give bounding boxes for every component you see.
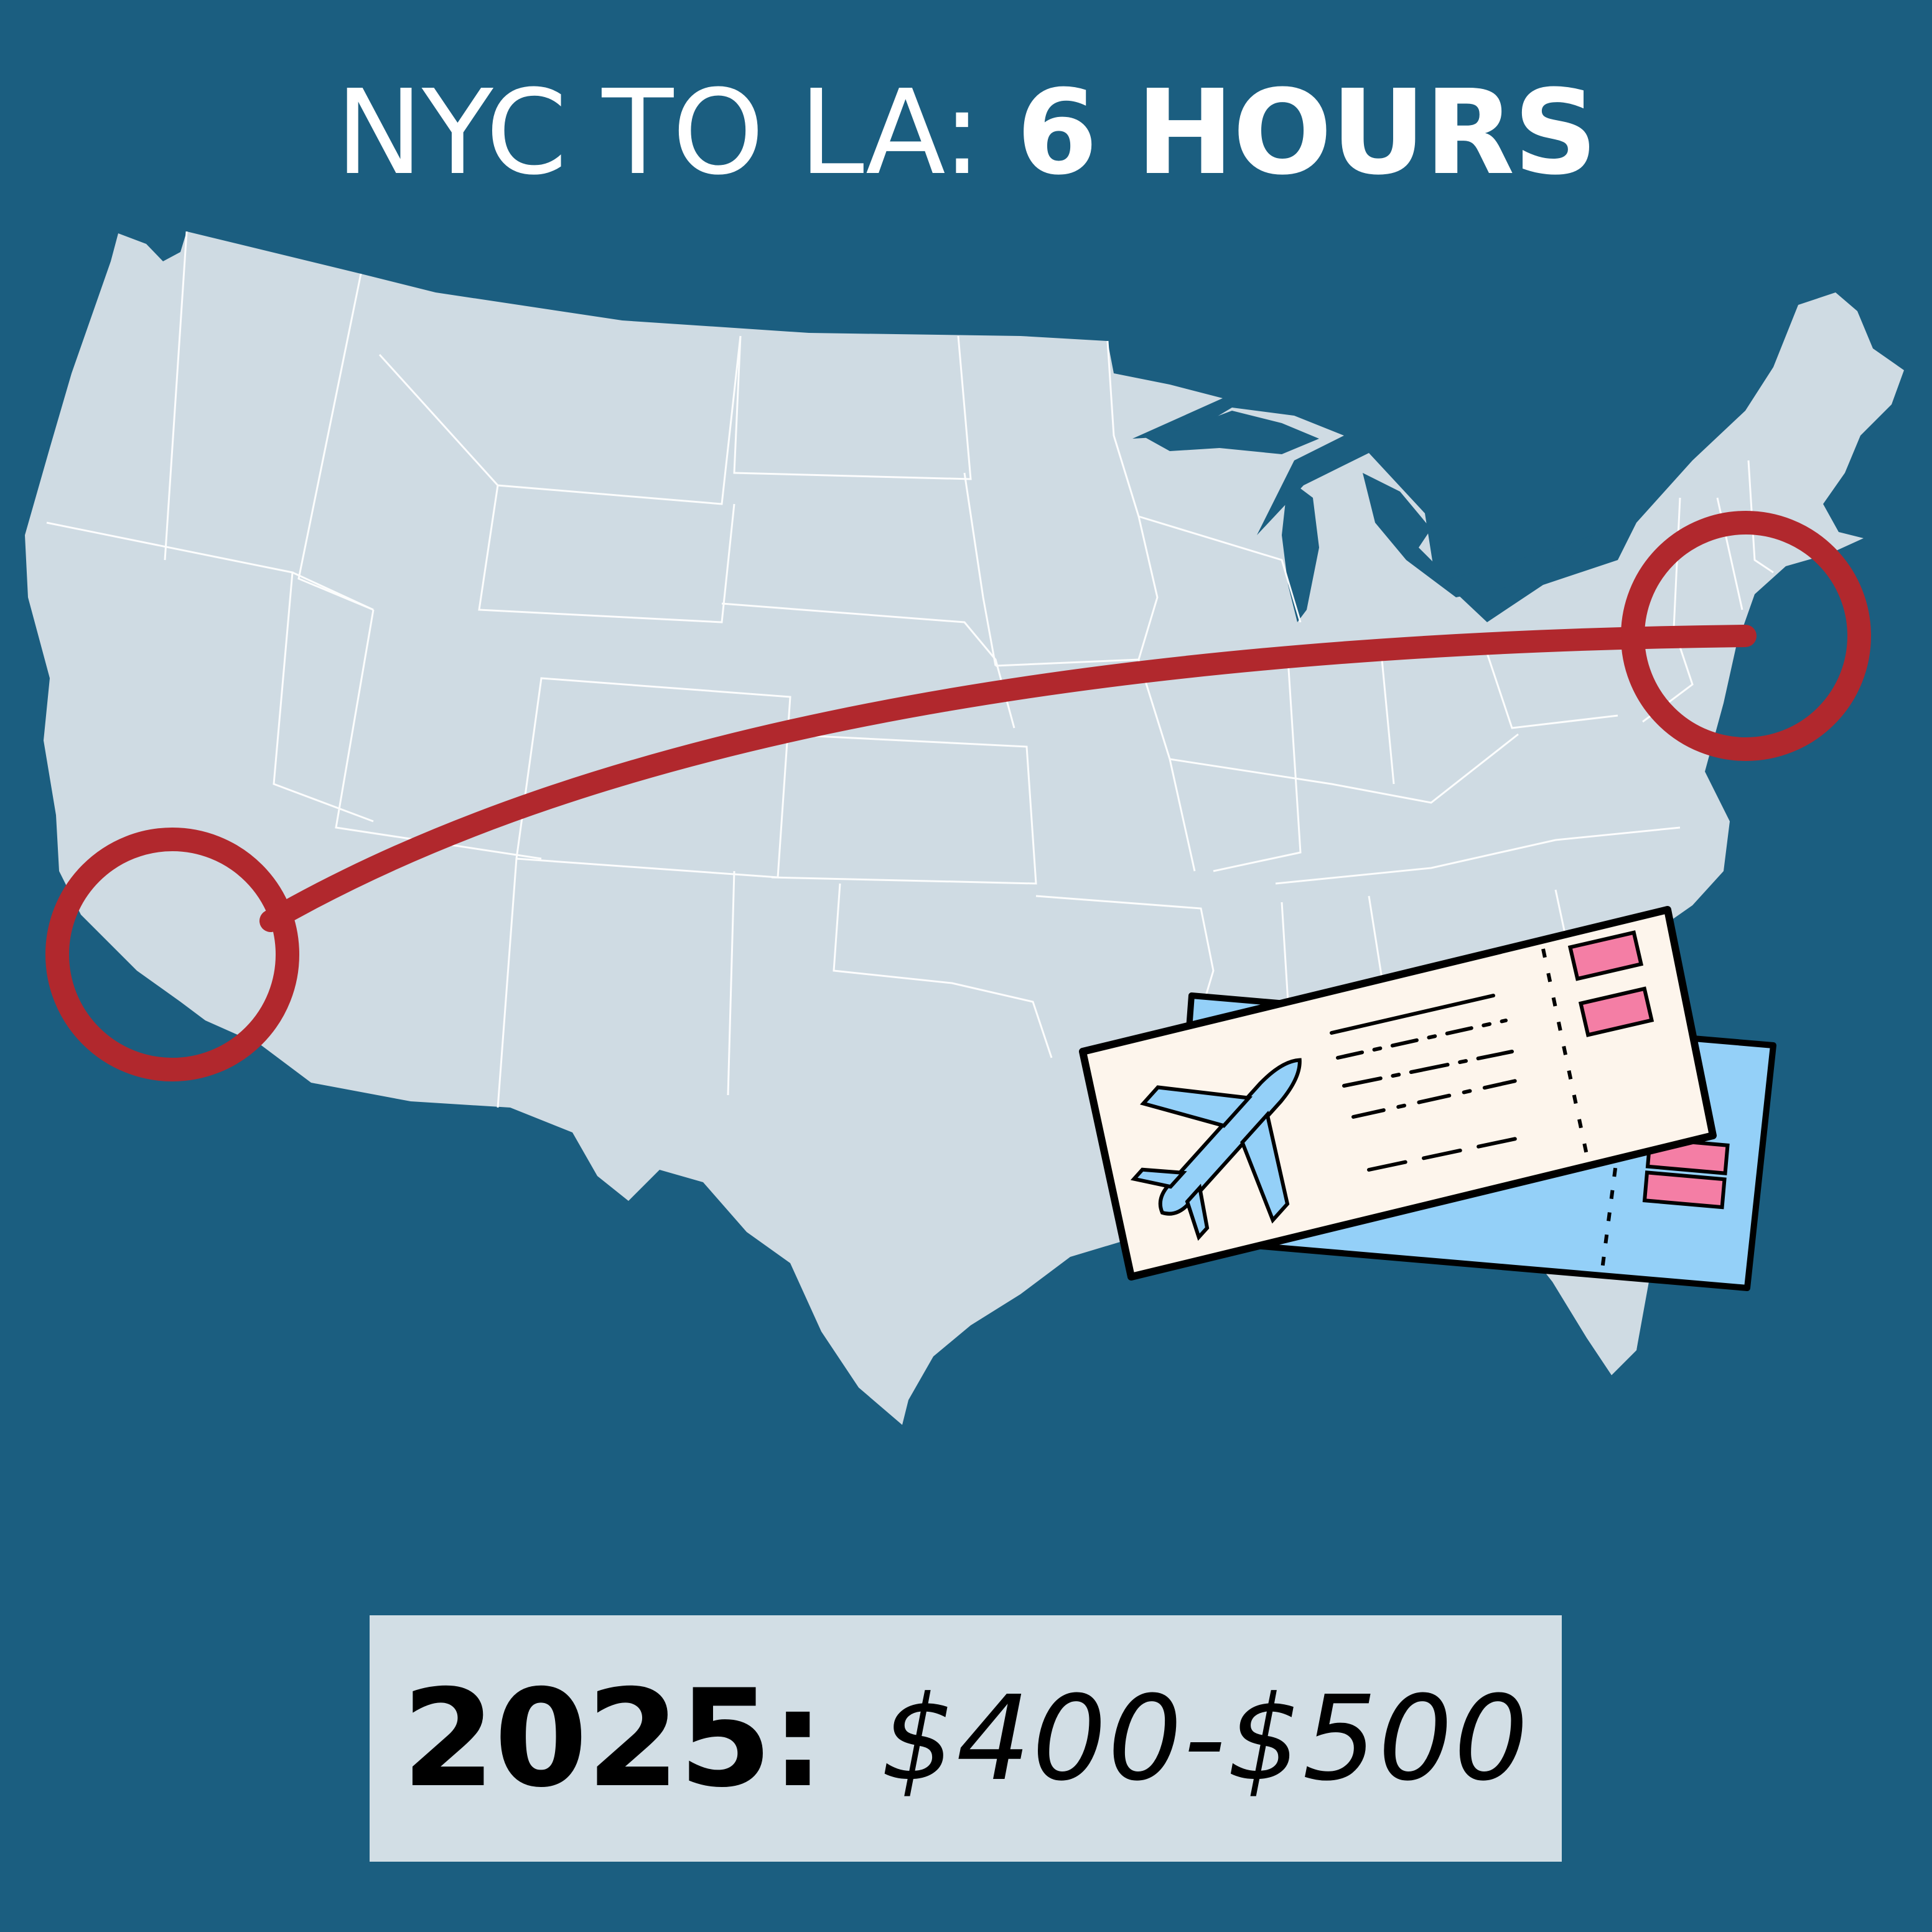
la-marker-circle [45, 828, 299, 1081]
title-duration: 6 HOURS [1016, 65, 1598, 201]
front-ticket [1079, 906, 1717, 1281]
price-range: $400-$500 [880, 1670, 1530, 1807]
airplane-icon [1130, 1058, 1302, 1241]
lake-superior [1142, 411, 1319, 454]
flight-route-line [259, 625, 1757, 932]
nyc-marker-circle [1621, 511, 1871, 761]
price-year-label: 2025: [401, 1660, 825, 1817]
lake-huron-erie [1363, 473, 1593, 597]
price-banner: 2025: $400-$500 [370, 1615, 1562, 1862]
page-title: NYC TO LA: 6 HOURS [0, 75, 1932, 192]
title-route: NYC TO LA: [335, 65, 1017, 201]
lake-michigan [1282, 479, 1319, 622]
